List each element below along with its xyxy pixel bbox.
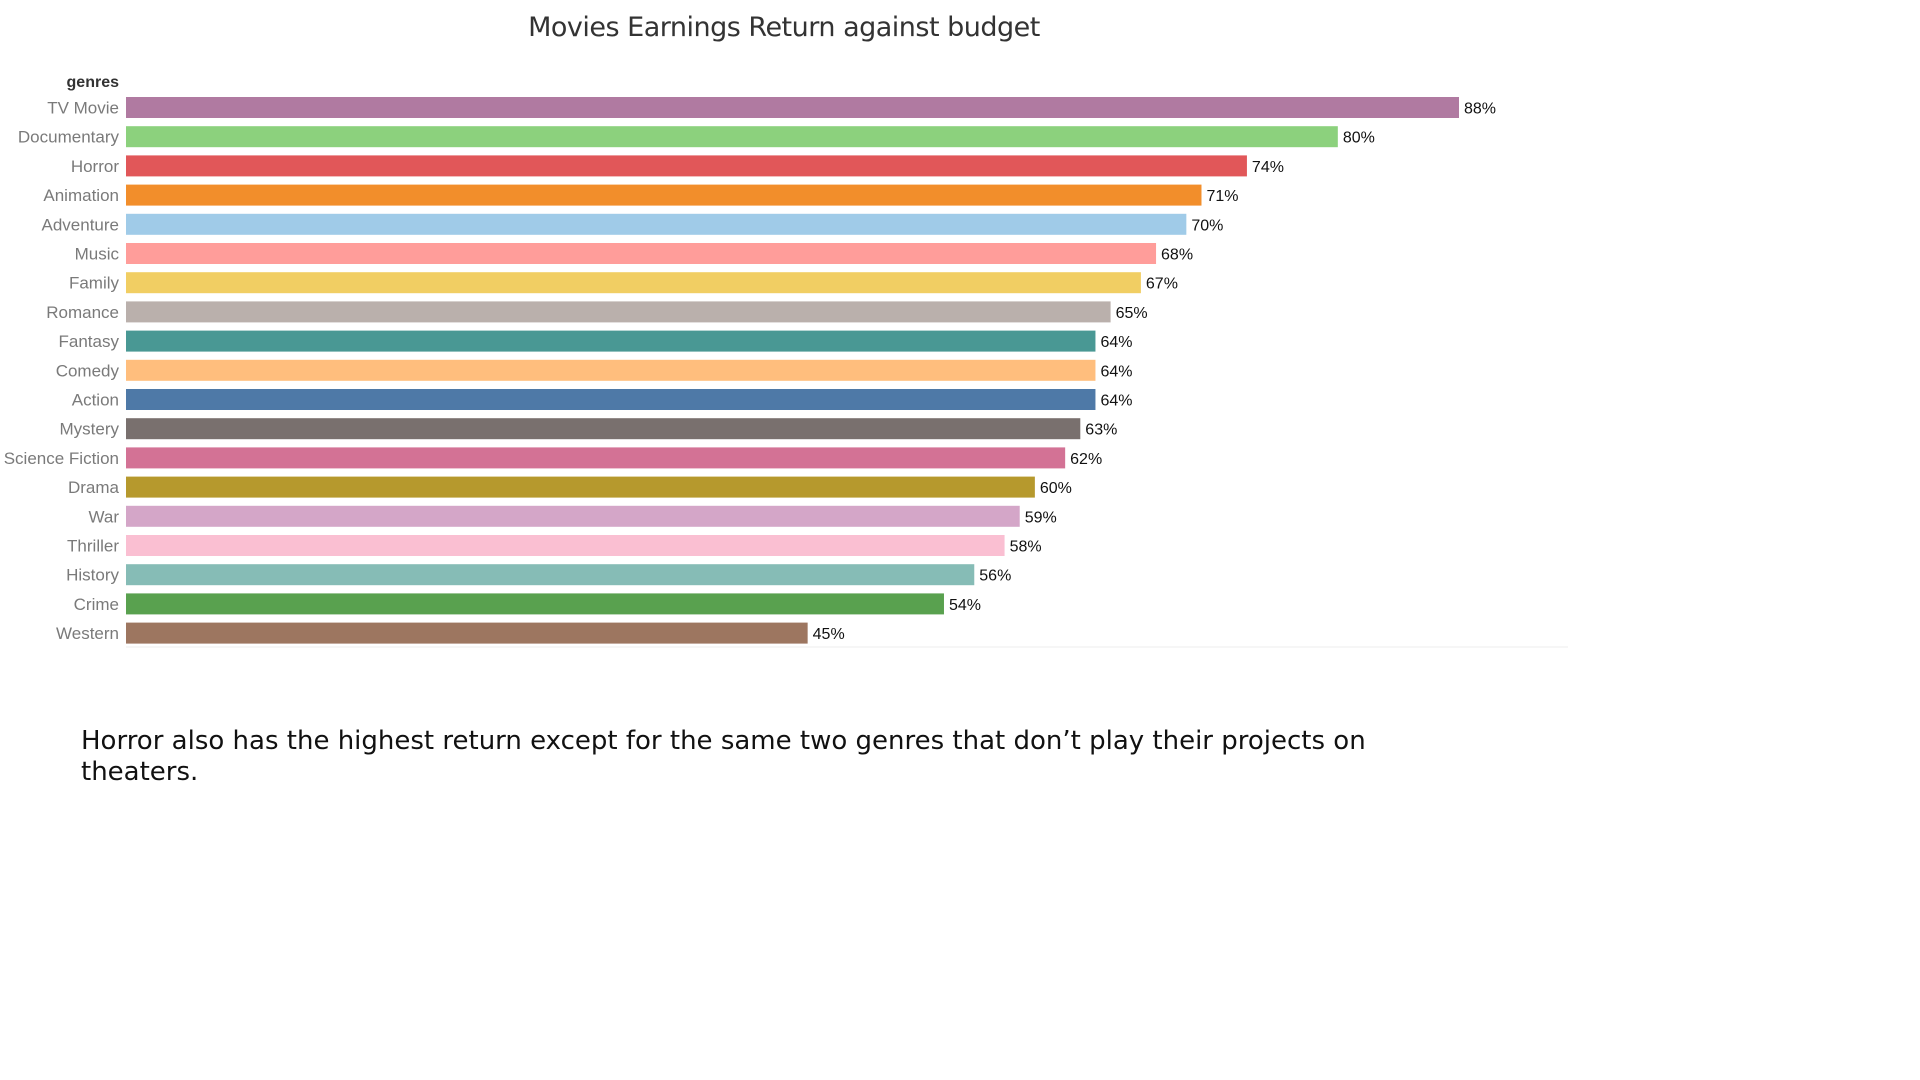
value-label: 64%: [1100, 363, 1132, 380]
value-label: 64%: [1100, 334, 1132, 351]
category-label: Crime: [74, 595, 119, 614]
bar[interactable]: [126, 330, 1096, 352]
value-label: 59%: [1025, 509, 1057, 526]
category-label: Music: [75, 245, 120, 264]
value-label: 45%: [813, 626, 845, 643]
bar[interactable]: [126, 97, 1459, 118]
value-label: 58%: [1010, 539, 1042, 556]
bar[interactable]: [126, 126, 1338, 148]
caption-text: Horror also has the highest return excep…: [81, 726, 1366, 787]
category-label: Action: [72, 391, 119, 410]
category-label: Family: [69, 274, 120, 293]
bar[interactable]: [126, 213, 1187, 235]
bar[interactable]: [126, 155, 1247, 177]
bar[interactable]: [126, 359, 1096, 381]
bar[interactable]: [126, 535, 1005, 556]
row-header-label: genres: [67, 74, 120, 91]
value-label: 68%: [1161, 247, 1193, 264]
category-label: Thriller: [67, 537, 119, 556]
value-label: 71%: [1206, 188, 1238, 205]
category-label: Mystery: [60, 420, 120, 439]
category-label: Animation: [43, 186, 119, 205]
category-label: Horror: [71, 157, 120, 176]
category-label: Western: [56, 624, 119, 643]
bars-layer: TV Movie 88% Documentary 80% Horror 74% Animat…: [4, 97, 1496, 644]
chart-title: Movies Earnings Return against budget: [528, 12, 1040, 43]
bar[interactable]: [126, 622, 808, 644]
bar[interactable]: [126, 243, 1157, 264]
value-label: 88%: [1464, 101, 1496, 118]
bar[interactable]: [126, 272, 1141, 294]
category-label: History: [66, 566, 119, 585]
category-label: Science Fiction: [4, 449, 119, 468]
value-label: 70%: [1191, 217, 1223, 234]
bar[interactable]: [126, 476, 1035, 498]
category-label: Drama: [68, 478, 120, 497]
bar[interactable]: [126, 593, 944, 615]
bar[interactable]: [126, 505, 1020, 527]
value-label: 64%: [1100, 393, 1132, 410]
bar[interactable]: [126, 301, 1111, 323]
value-label: 63%: [1085, 422, 1117, 439]
bar[interactable]: [126, 447, 1066, 469]
value-label: 74%: [1252, 159, 1284, 176]
category-label: Romance: [46, 303, 119, 322]
value-label: 54%: [949, 597, 981, 614]
bar[interactable]: [126, 389, 1096, 410]
value-label: 56%: [979, 568, 1011, 585]
category-label: War: [88, 507, 119, 526]
bar[interactable]: [126, 184, 1202, 206]
category-label: Comedy: [56, 361, 120, 380]
value-label: 60%: [1040, 480, 1072, 497]
category-label: Adventure: [42, 215, 120, 234]
value-label: 62%: [1070, 451, 1102, 468]
value-label: 67%: [1146, 276, 1178, 293]
category-label: Documentary: [18, 128, 120, 147]
category-label: Fantasy: [59, 332, 120, 351]
bar[interactable]: [126, 418, 1081, 440]
value-label: 80%: [1343, 130, 1375, 147]
category-label: TV Movie: [47, 99, 119, 118]
bar-chart: genres TV Movie 88% Documentary 80% Horror 74…: [4, 74, 1568, 648]
bar[interactable]: [126, 564, 975, 586]
value-label: 65%: [1116, 305, 1148, 322]
